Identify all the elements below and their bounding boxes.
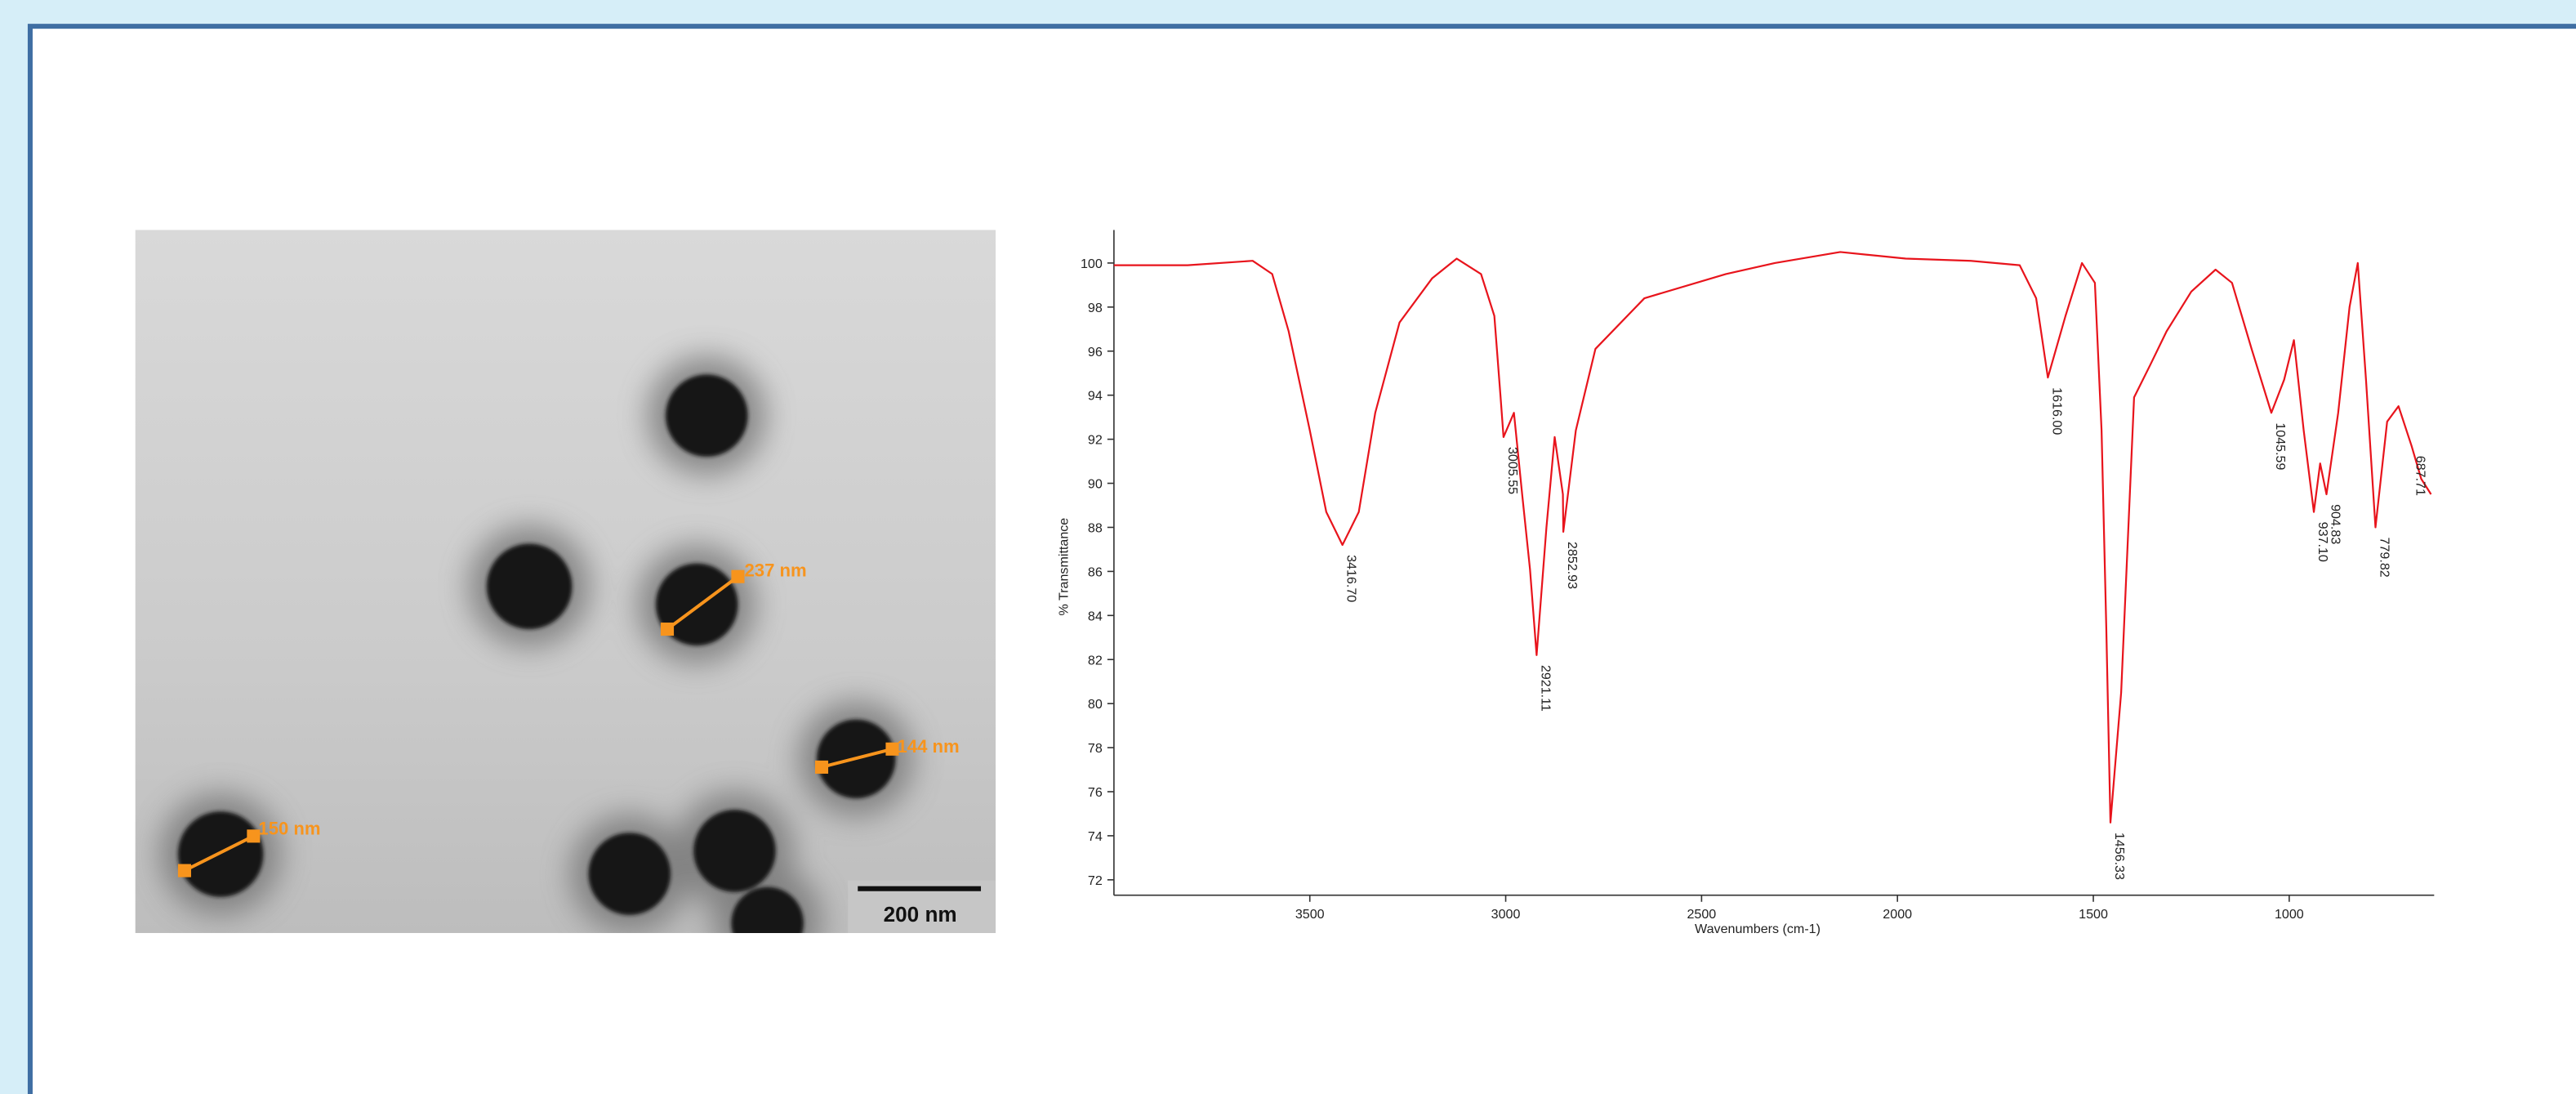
y-tick-label: 88 xyxy=(1088,520,1103,535)
y-tick-label: 78 xyxy=(1088,741,1103,756)
x-tick-label: 2000 xyxy=(1883,907,1912,922)
peak-label: 1456.33 xyxy=(2112,833,2127,880)
x-tick-label: 3000 xyxy=(1491,907,1521,922)
peak-label: 2921.11 xyxy=(1538,665,1553,712)
measurement-label: 237 nm xyxy=(745,560,807,581)
measurement-label: 144 nm xyxy=(897,736,959,757)
scale-bar-label: 200 nm xyxy=(884,902,957,927)
x-tick-label: 3500 xyxy=(1295,907,1325,922)
y-axis-label: % Transmittance xyxy=(1057,518,1072,616)
measurement-lines xyxy=(177,569,899,877)
y-tick-label: 96 xyxy=(1088,345,1103,359)
y-tick-label: 86 xyxy=(1088,565,1103,579)
y-tick-label: 98 xyxy=(1088,301,1103,315)
y-tick-label: 84 xyxy=(1088,609,1103,623)
peak-label: 1616.00 xyxy=(2049,387,2064,435)
x-tick-label: 2500 xyxy=(1687,907,1716,922)
peak-label: 779.82 xyxy=(2378,538,2392,578)
peak-label: 937.10 xyxy=(2315,522,2330,562)
peak-label: 1045.59 xyxy=(2273,422,2288,470)
tem-image: 237 nm 144 nm 150 nm 200 nm xyxy=(135,230,996,933)
y-tick-label: 72 xyxy=(1088,873,1103,888)
y-tick-label: 74 xyxy=(1088,829,1103,844)
spectrum-line xyxy=(1113,251,2432,824)
peak-label: 3416.70 xyxy=(1344,555,1359,602)
y-tick-label: 82 xyxy=(1088,653,1103,668)
y-tick-label: 94 xyxy=(1088,389,1103,404)
peak-label: 904.83 xyxy=(2329,504,2343,544)
x-tick-label: 1000 xyxy=(2275,907,2304,922)
peak-label: 2852.93 xyxy=(1565,542,1580,589)
x-axis-label: Wavenumbers (cm-1) xyxy=(1695,922,1821,936)
particles xyxy=(177,374,896,933)
y-tick-label: 92 xyxy=(1088,433,1103,448)
peak-label: 687.71 xyxy=(2413,456,2428,496)
peak-label: 3005.55 xyxy=(1505,447,1520,494)
x-tick-label: 1500 xyxy=(2079,907,2108,922)
y-tick-label: 76 xyxy=(1088,785,1103,800)
y-tick-label: 90 xyxy=(1088,477,1103,492)
y-tick-label: 80 xyxy=(1088,697,1103,712)
y-tick-label: 100 xyxy=(1081,257,1103,271)
measurement-label: 150 nm xyxy=(258,818,320,838)
spectrum-chart: Wavenumbers (cm-1) % Transmittance 72 74 7… xyxy=(1057,230,2435,936)
